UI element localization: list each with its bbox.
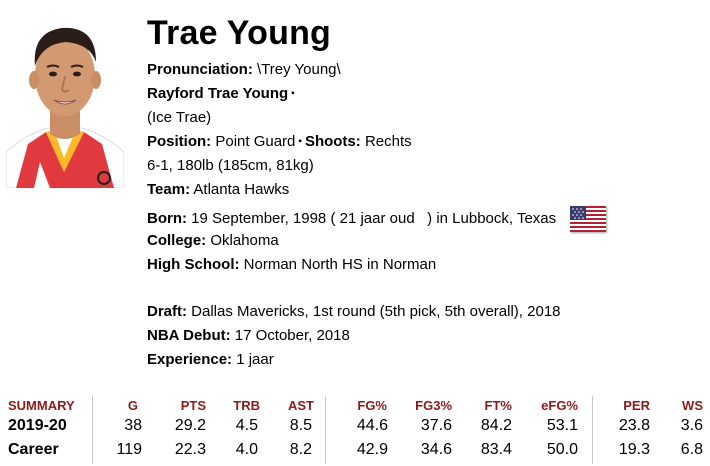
team-link[interactable]: Atlanta Hawks xyxy=(193,181,290,198)
draft-label: Draft: xyxy=(147,303,187,320)
highschool-label: High School: xyxy=(147,256,240,273)
shoots-value: Rechts xyxy=(364,133,412,150)
column-divider xyxy=(592,396,593,464)
experience-line: Experience: 1 jaar xyxy=(147,351,274,369)
stats-header-efg-pct: eFG% xyxy=(541,398,578,413)
stats-cell-pts: 22.3 xyxy=(174,441,206,458)
stats-header-fg-pct: FG% xyxy=(357,398,387,413)
experience-label: Experience: xyxy=(147,351,233,368)
separator-icon: ▪ xyxy=(298,136,302,148)
stats-cell-ast: 8.2 xyxy=(289,441,312,458)
highschool-line: High School: Norman North HS in Norman xyxy=(147,256,436,274)
us-flag-icon xyxy=(570,206,607,232)
college-link[interactable]: Oklahoma xyxy=(210,232,279,249)
born-line: Born: 19 September, 1998 ( 21 jaar oud )… xyxy=(147,206,607,232)
stats-header-fg3-pct: FG3% xyxy=(415,398,452,413)
pronunciation-value: \Trey Young\ xyxy=(252,61,341,78)
stats-cell-g: 119 xyxy=(116,441,142,458)
pronunciation-line: Pronunciation: \Trey Young\ xyxy=(147,61,341,79)
team-label: Team: xyxy=(147,181,191,198)
stats-header-per: PER xyxy=(623,398,650,413)
debut-value[interactable]: 17 October, 2018 xyxy=(234,327,350,344)
stats-cell-trb: 4.5 xyxy=(235,417,258,434)
full-name: Rayford Trae Young xyxy=(147,85,289,102)
stats-cell-ast: 8.5 xyxy=(289,417,312,434)
stats-summary-table: SUMMARY G PTS TRB AST FG% FG3% FT% eFG% PER WS 2019… xyxy=(0,394,710,466)
born-place[interactable]: in Lubbock, Texas xyxy=(436,209,557,227)
born-age: ( 21 jaar oud ) xyxy=(330,209,433,227)
stats-cell-per: 19.3 xyxy=(618,441,650,458)
stats-header-ast: AST xyxy=(288,398,314,413)
stats-cell-efg-pct: 53.1 xyxy=(546,417,578,434)
debut-label: NBA Debut: xyxy=(147,327,231,344)
stats-header-ft-pct: FT% xyxy=(484,398,512,413)
born-date[interactable]: 19 September, 1998 xyxy=(191,209,327,227)
stats-cell-trb: 4.0 xyxy=(235,441,258,458)
separator-icon: ▪ xyxy=(291,88,295,100)
column-divider xyxy=(325,396,326,464)
draft-line: Draft: Dallas Mavericks, 1st round (5th … xyxy=(147,303,561,321)
pronunciation-label: Pronunciation: xyxy=(147,61,253,78)
shoots-label: Shoots: xyxy=(304,133,361,150)
stats-cell-ft-pct: 84.2 xyxy=(480,417,512,434)
stats-cell-fg3-pct: 34.6 xyxy=(420,441,452,458)
highschool-link[interactable]: Norman North HS in Norman xyxy=(243,256,437,273)
column-divider xyxy=(92,396,93,464)
stats-cell-ft-pct: 83.4 xyxy=(480,441,512,458)
stats-row-label: 2019-20 xyxy=(8,417,67,434)
player-name: Trae Young xyxy=(147,14,332,52)
stats-cell-ws: 6.8 xyxy=(680,441,703,458)
stats-cell-efg-pct: 50.0 xyxy=(546,441,578,458)
team-line: Team: Atlanta Hawks xyxy=(147,181,289,199)
stats-header-pts: PTS xyxy=(180,398,206,413)
stats-row-label: Career xyxy=(8,441,59,458)
position-value: Point Guard xyxy=(215,133,296,150)
draft-value[interactable]: Dallas Mavericks, 1st round (5th pick, 5… xyxy=(191,303,561,320)
full-name-line: Rayford Trae Young ▪ xyxy=(147,85,298,103)
stats-header-trb: TRB xyxy=(233,398,260,413)
player-headshot xyxy=(6,12,124,188)
born-label: Born: xyxy=(147,209,187,227)
size: 6-1, 180lb (185cm, 81kg) xyxy=(147,157,314,174)
position-line: Position: Point Guard ▪ Shoots: Rechts xyxy=(147,133,412,151)
experience-value: 1 jaar xyxy=(236,351,274,368)
nickname: (Ice Trae) xyxy=(147,109,212,126)
stats-header-g: G xyxy=(127,398,138,413)
debut-line: NBA Debut: 17 October, 2018 xyxy=(147,327,350,345)
college-label: College: xyxy=(147,232,207,249)
stats-cell-fg-pct: 42.9 xyxy=(356,441,388,458)
position-label: Position: xyxy=(147,133,212,150)
stats-cell-pts: 29.2 xyxy=(174,417,206,434)
stats-cell-fg-pct: 44.6 xyxy=(356,417,388,434)
stats-cell-per: 23.8 xyxy=(618,417,650,434)
stats-cell-ws: 3.6 xyxy=(680,417,703,434)
stats-header-summary: SUMMARY xyxy=(8,398,75,413)
stats-cell-g: 38 xyxy=(124,417,142,434)
stats-cell-fg3-pct: 37.6 xyxy=(420,417,452,434)
college-line: College: Oklahoma xyxy=(147,232,279,250)
stats-header-ws: WS xyxy=(682,398,703,413)
